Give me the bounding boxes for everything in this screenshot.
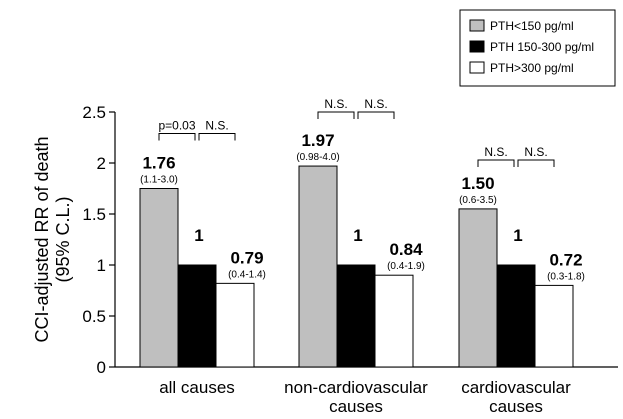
value-label: 1 [194, 226, 203, 245]
legend-label: PTH>300 pg/ml [490, 61, 574, 75]
ci-label: (0.6-3.5) [459, 195, 497, 206]
y-axis-label: CCI-adjusted RR of death(95% C.L.) [32, 136, 73, 342]
category-label: causes [489, 397, 543, 416]
value-label: 1.50 [461, 174, 494, 193]
significance-bracket [477, 159, 515, 167]
category-label: non-cardiovascular [284, 378, 428, 397]
y-tick-label: 1 [97, 256, 106, 275]
significance-bracket [198, 132, 236, 141]
bar [534, 284, 574, 368]
significance-label: N.S. [205, 118, 228, 132]
legend-swatch [469, 40, 485, 53]
bar [374, 274, 414, 368]
legend-label: PTH<150 pg/ml [490, 19, 574, 33]
value-label: 0.84 [389, 240, 423, 259]
ci-label: (0.3-1.8) [547, 271, 585, 282]
bar [336, 264, 376, 368]
bar [215, 282, 255, 368]
value-label: 0.72 [549, 250, 582, 269]
bar [177, 264, 217, 368]
y-tick-label: 0 [97, 358, 106, 377]
y-tick-label: 0.5 [82, 307, 106, 326]
category-label: all causes [159, 378, 235, 397]
y-tick-label: 2 [97, 154, 106, 173]
y-axis-label-line: (95% C.L.) [53, 196, 73, 282]
bar [458, 208, 498, 368]
value-label: 1 [513, 226, 522, 245]
y-tick-label: 1.5 [82, 205, 106, 224]
value-label: 1.97 [301, 131, 334, 150]
value-label: 1.76 [142, 154, 175, 173]
value-label: 0.79 [230, 248, 263, 267]
legend-label: PTH 150-300 pg/ml [490, 40, 594, 54]
y-axis-label-line: CCI-adjusted RR of death [32, 136, 52, 342]
legend-box [459, 9, 616, 87]
category-label: cardiovascular [461, 378, 571, 397]
ci-label: (0.4-1.9) [387, 261, 425, 272]
bar [298, 165, 338, 368]
y-tick-label: 2.5 [82, 103, 106, 122]
category-label: causes [329, 397, 383, 416]
significance-label: N.S. [484, 145, 507, 159]
ci-label: (0.98-4.0) [296, 152, 339, 163]
legend-swatch [469, 19, 485, 32]
significance-label: N.S. [324, 97, 347, 111]
bar [139, 188, 179, 368]
significance-label: N.S. [524, 145, 547, 159]
ci-label: (0.4-1.4) [228, 269, 266, 280]
bar [496, 264, 536, 368]
significance-bracket [357, 111, 395, 120]
significance-bracket [158, 132, 196, 141]
significance-bracket [317, 111, 355, 120]
significance-label: p=0.03 [158, 118, 195, 132]
significance-label: N.S. [364, 97, 387, 111]
significance-bracket [517, 159, 555, 167]
legend-swatch [469, 61, 485, 74]
ci-label: (1.1-3.0) [140, 175, 178, 186]
value-label: 1 [353, 226, 362, 245]
